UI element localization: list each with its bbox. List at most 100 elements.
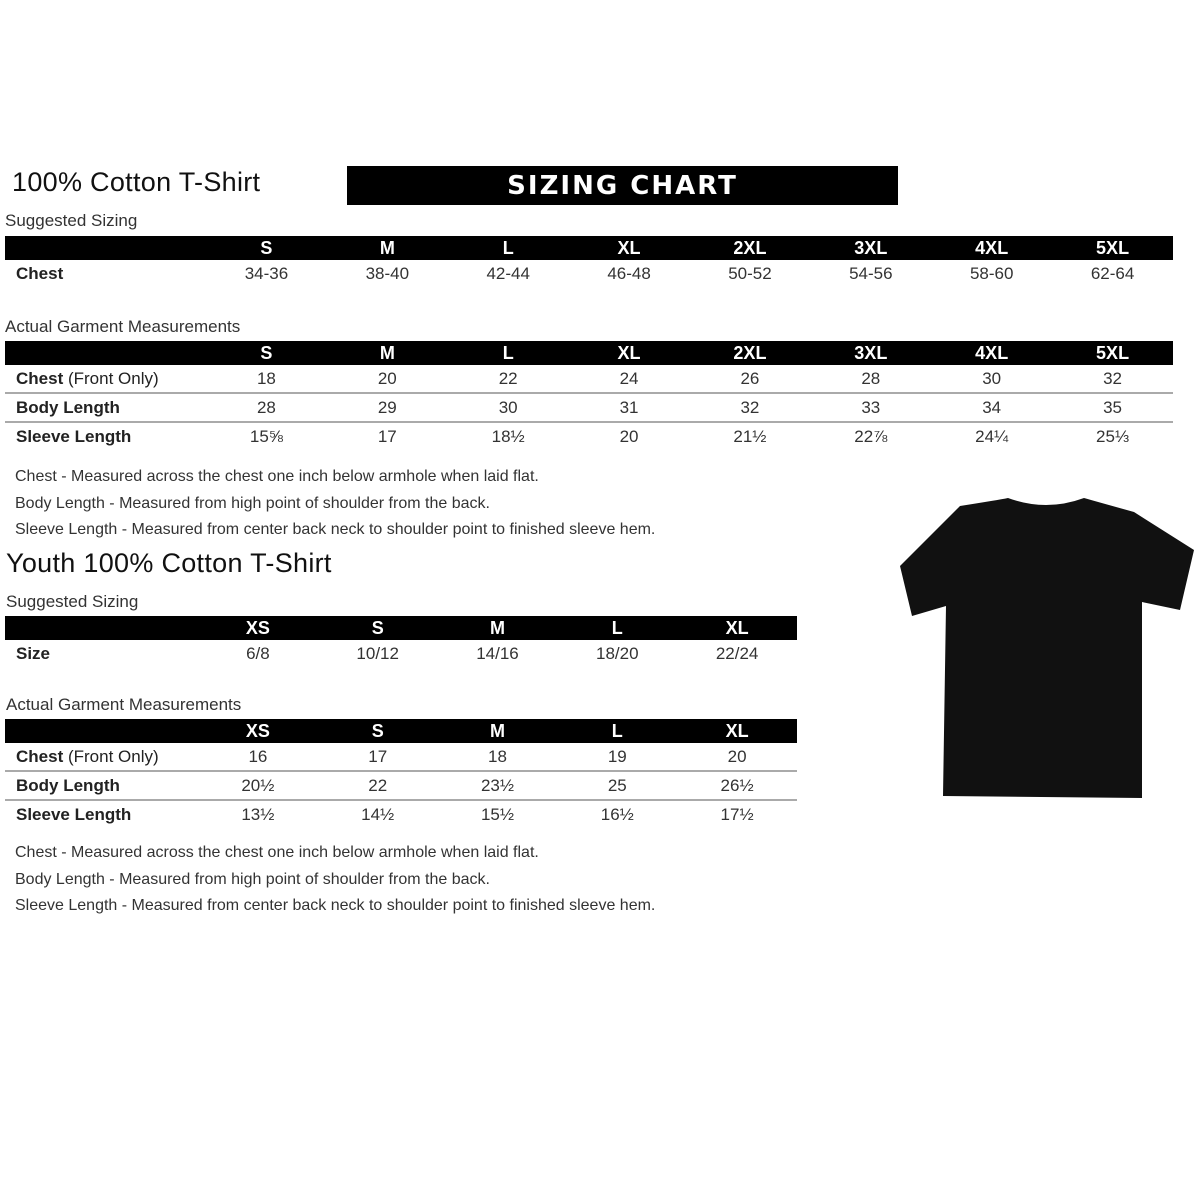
table-cell: 20	[619, 426, 639, 446]
youth-notes: Chest - Measured across the chest one in…	[15, 840, 655, 920]
size-header: XL	[568, 341, 690, 365]
t-shirt-icon	[900, 498, 1194, 798]
row-label: Sleeve Length	[5, 422, 206, 450]
size-header: 3XL	[810, 236, 932, 260]
table-cell: 6/8	[246, 643, 270, 663]
size-header-row: XS S M L XL	[5, 616, 797, 640]
header-blank	[5, 341, 206, 365]
header-blank	[5, 236, 206, 260]
t-shirt-shape	[900, 498, 1194, 798]
table-cell: 26½	[677, 771, 797, 801]
size-header: XL	[677, 616, 797, 640]
size-header: XL	[568, 236, 690, 260]
size-header: XS	[198, 719, 318, 743]
size-header: 4XL	[931, 341, 1053, 365]
table-row: Body Length 28 29 30 31 32 33 34 35	[5, 393, 1173, 423]
youth-actual-label: Actual Garment Measurements	[6, 695, 242, 714]
adult-suggested-table: S M L XL 2XL 3XL 4XL 5XL Chest 34-36 38-40 42-44 46-…	[5, 236, 1173, 287]
row-label-main: Chest	[16, 368, 64, 388]
row-label-main: Body Length	[16, 397, 120, 417]
size-header: XL	[677, 719, 797, 743]
adult-notes: Chest - Measured across the chest one in…	[15, 464, 655, 544]
table-cell: 35	[1052, 393, 1173, 423]
table-cell: 25	[557, 771, 678, 801]
table-cell: 20	[677, 743, 797, 772]
row-label-main: Size	[16, 643, 51, 663]
adult-actual-table: S M L XL 2XL 3XL 4XL 5XL Chest (Front Only) 18 20 2…	[5, 341, 1173, 450]
header-blank	[5, 616, 198, 640]
measurement-note: Sleeve Length - Measured from center bac…	[15, 897, 656, 914]
table-cell: 15⅝	[249, 426, 283, 446]
table-cell: 23½	[437, 771, 558, 801]
table-cell: 17½	[720, 804, 754, 824]
size-header: M	[326, 341, 448, 365]
size-header: 4XL	[931, 236, 1053, 260]
youth-suggested-label: Suggested Sizing	[6, 592, 139, 611]
row-label-main: Body Length	[16, 775, 120, 795]
size-header: L	[447, 341, 569, 365]
table-cell: 14/16	[476, 643, 519, 663]
measurement-note: Chest - Measured across the chest one in…	[15, 844, 539, 861]
table-cell: 28	[206, 393, 327, 423]
table-cell: 33	[810, 393, 932, 423]
table-cell: 14½	[361, 804, 395, 824]
row-label: Sleeve Length	[5, 800, 198, 828]
row-label-main: Chest	[16, 263, 64, 283]
measurement-note: Body Length - Measured from high point o…	[15, 494, 490, 512]
table-cell: 21½	[733, 426, 767, 446]
size-header: 5XL	[1052, 341, 1173, 365]
table-cell: 19	[557, 743, 678, 772]
table-cell: 28	[810, 365, 932, 394]
table-cell: 24¼	[975, 426, 1009, 446]
size-header: M	[437, 719, 558, 743]
table-row: Chest 34-36 38-40 42-44 46-48 50-52 54-56 58-60…	[5, 260, 1173, 287]
row-label: Chest (Front Only)	[5, 743, 198, 772]
table-cell: 10/12	[356, 643, 399, 663]
row-label: Size	[5, 640, 198, 667]
table-cell: 54-56	[849, 263, 893, 283]
size-header-row: S M L XL 2XL 3XL 4XL 5XL	[5, 341, 1173, 365]
table-cell: 62-64	[1090, 263, 1135, 283]
table-cell: 24	[568, 365, 690, 394]
table-cell: 22/24	[715, 643, 759, 663]
size-header: S	[206, 341, 327, 365]
table-cell: 32	[689, 393, 811, 423]
size-header: L	[557, 719, 678, 743]
size-header-row: XS S M L XL	[5, 719, 797, 743]
table-cell: 17	[377, 426, 397, 446]
row-label-main: Sleeve Length	[16, 804, 132, 824]
adult-suggested-label: Suggested Sizing	[5, 211, 138, 230]
table-cell: 50-52	[728, 263, 772, 283]
size-header: 2XL	[689, 236, 811, 260]
measurement-note: Body Length - Measured from high point o…	[15, 870, 490, 888]
table-row: Body Length 20½ 22 23½ 25 26½	[5, 771, 797, 801]
header-blank	[5, 719, 198, 743]
table-cell: 16	[198, 743, 318, 772]
size-header: S	[206, 236, 327, 260]
table-cell: 22	[447, 365, 569, 394]
table-cell: 32	[1052, 365, 1173, 394]
table-row: Size 6/8 10/12 14/16 18/20 22/24	[5, 640, 797, 667]
table-cell: 34	[931, 393, 1053, 423]
table-cell: 20½	[198, 771, 318, 801]
measurement-note: Sleeve Length - Measured from center bac…	[15, 521, 656, 538]
size-header: 3XL	[810, 341, 932, 365]
table-cell: 22	[317, 771, 438, 801]
table-cell: 18	[206, 365, 327, 394]
table-row: Chest (Front Only) 18 20 22 24 26 28 30 32	[5, 365, 1173, 394]
table-cell: 34-36	[244, 263, 289, 283]
table-cell: 38-40	[365, 263, 410, 283]
size-header: S	[317, 616, 438, 640]
table-cell: 22⅞	[854, 426, 888, 446]
table-cell: 30	[931, 365, 1053, 394]
row-label: Body Length	[5, 771, 198, 801]
table-cell: 26	[689, 365, 811, 394]
youth-title: Youth 100% Cotton T-Shirt	[6, 548, 332, 578]
table-row: Chest (Front Only) 16 17 18 19 20	[5, 743, 797, 772]
size-header: L	[557, 616, 678, 640]
youth-actual-table: XS S M L XL Chest (Front Only) 16 17 18 19 20 Body …	[5, 719, 797, 828]
size-header: L	[447, 236, 569, 260]
measurement-note: Chest - Measured across the chest one in…	[15, 468, 539, 485]
table-cell: 18	[437, 743, 558, 772]
table-cell: 58-60	[969, 263, 1014, 283]
